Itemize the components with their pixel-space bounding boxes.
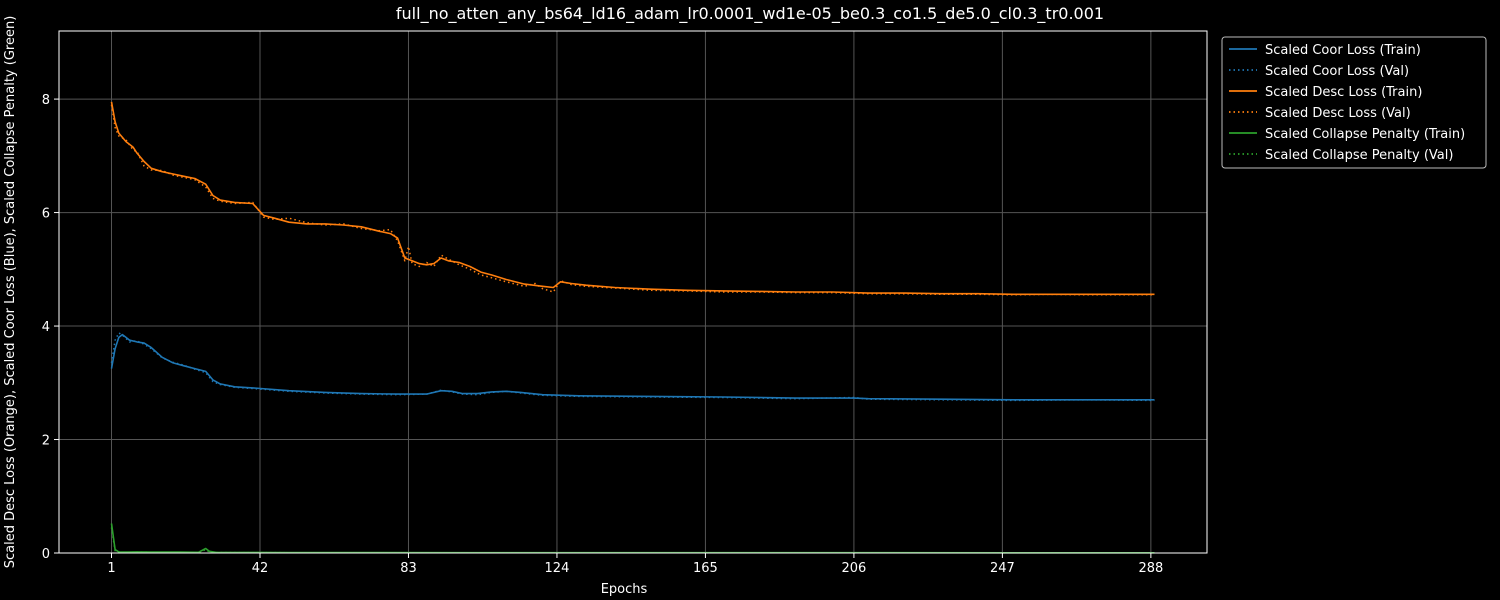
y-tick-label: 8 — [42, 93, 50, 108]
series-line-3 — [110, 104, 1155, 296]
y-tick-label: 0 — [42, 547, 50, 562]
legend: Scaled Coor Loss (Train) Scaled Coor Loss… — [1221, 36, 1487, 169]
x-axis: 1 42 83 124 165 206 247 288 — [107, 553, 1163, 576]
plot-area-frame — [58, 30, 1208, 554]
x-tick-label: 288 — [1138, 561, 1163, 576]
x-tick-label: 42 — [252, 561, 269, 576]
legend-frame — [1221, 36, 1487, 169]
y-axis-label: Scaled Desc Loss (Orange), Scaled Coor L… — [3, 16, 18, 569]
legend-label: Scaled Coor Loss (Val) — [1265, 64, 1409, 79]
y-tick-label: 2 — [42, 434, 50, 449]
legend-label: Scaled Collapse Penalty (Val) — [1265, 148, 1453, 163]
x-tick-label: 83 — [400, 561, 417, 576]
chart-title: full_no_atten_any_bs64_ld16_adam_lr0.000… — [396, 4, 1104, 24]
x-tick-label: 124 — [545, 561, 570, 576]
legend-label: Scaled Coor Loss (Train) — [1265, 43, 1421, 58]
y-tick-label: 4 — [42, 320, 50, 335]
x-tick-label: 1 — [107, 561, 115, 576]
x-axis-label: Epochs — [601, 582, 648, 597]
legend-items: Scaled Coor Loss (Train) Scaled Coor Loss… — [1229, 43, 1465, 163]
x-tick-label: 165 — [693, 561, 718, 576]
x-tick-label: 247 — [990, 561, 1015, 576]
legend-label: Scaled Desc Loss (Train) — [1265, 85, 1422, 100]
x-tick-label: 206 — [841, 561, 866, 576]
y-axis: 0 2 4 6 8 — [42, 93, 59, 562]
y-tick-label: 6 — [42, 207, 50, 222]
legend-label: Scaled Collapse Penalty (Train) — [1265, 127, 1465, 142]
legend-label: Scaled Desc Loss (Val) — [1265, 106, 1411, 121]
series-line-0 — [110, 333, 1155, 401]
